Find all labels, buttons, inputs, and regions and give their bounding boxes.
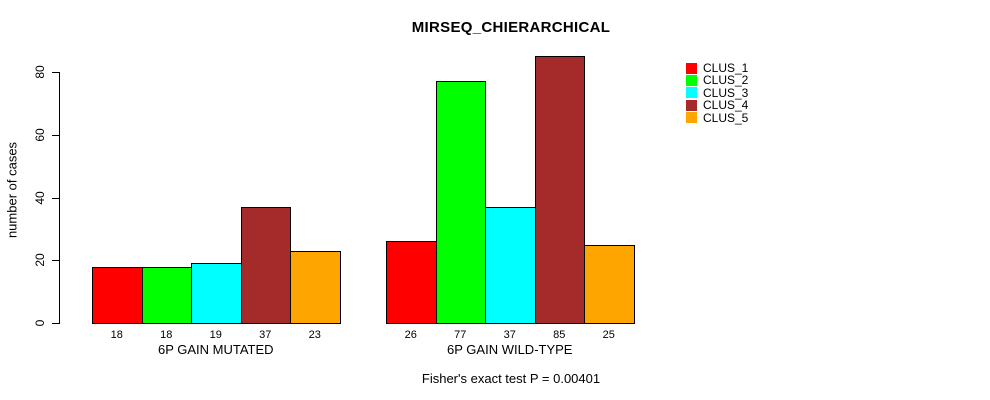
- bar-clus_4-group1: [240, 206, 291, 324]
- legend-label: CLUS_5: [703, 110, 749, 125]
- legend-label: CLUS_2: [703, 73, 749, 88]
- bar-clus_5-group2: [584, 244, 635, 324]
- legend-item-clus_2: CLUS_2: [686, 74, 748, 86]
- legend-swatch-clus_1: [686, 62, 697, 74]
- y-axis-tick-label: 20: [33, 253, 47, 267]
- x-axis-group-label: 6P GAIN WILD-TYPE: [447, 342, 573, 357]
- y-axis-tick: [52, 134, 59, 136]
- y-axis-tick-label: 60: [33, 128, 47, 142]
- legend-item-clus_5: CLUS_5: [686, 112, 748, 124]
- legend-label: CLUS_3: [703, 85, 749, 100]
- y-axis-tick-label: 40: [33, 190, 47, 205]
- bar-clus_3-group1: [191, 263, 242, 324]
- legend-item-clus_1: CLUS_1: [686, 62, 748, 74]
- bar-clus_1-group1: [92, 266, 143, 324]
- bar-clus_4-group2: [534, 56, 585, 324]
- y-axis-line: [59, 72, 60, 324]
- y-axis-label: number of cases: [4, 141, 20, 239]
- bar-value-label: 18: [160, 329, 173, 341]
- legend-label: CLUS_4: [703, 98, 749, 113]
- y-axis-tick: [52, 72, 59, 73]
- y-axis-tick-label: 80: [33, 65, 47, 79]
- footnote-text: Fisher's exact test P = 0.00401: [421, 371, 601, 386]
- x-axis-group-label: 6P GAIN MUTATED: [157, 342, 274, 357]
- legend-swatch-clus_4: [686, 99, 697, 111]
- bar-value-label: 37: [503, 329, 516, 341]
- legend-swatch-clus_2: [686, 74, 697, 86]
- legend-swatch-clus_5: [686, 112, 697, 124]
- bar-clus_2-group2: [435, 81, 486, 324]
- legend-label: CLUS_1: [703, 61, 749, 75]
- bar-clus_3-group2: [485, 206, 536, 324]
- bar-clus_2-group1: [141, 266, 192, 324]
- legend-item-clus_3: CLUS_3: [686, 87, 748, 99]
- bar-value-label: 85: [553, 329, 566, 341]
- bar-value-label: 18: [110, 329, 123, 341]
- legend-swatch-clus_3: [686, 87, 697, 99]
- bar-value-label: 19: [209, 329, 222, 341]
- bar-value-label: 23: [308, 329, 321, 341]
- bar-value-label: 37: [259, 329, 272, 341]
- bar-value-label: 25: [602, 329, 615, 341]
- chart-title: MIRSEQ_CHIERARCHICAL: [411, 19, 611, 36]
- y-axis-tick: [52, 323, 59, 324]
- legend-item-clus_4: CLUS_4: [686, 99, 748, 111]
- y-axis-tick: [52, 197, 59, 199]
- bar-clus_5-group1: [290, 250, 341, 324]
- bar-value-label: 26: [404, 329, 417, 341]
- bar-value-label: 77: [454, 329, 467, 341]
- y-axis-tick-label: 0: [33, 319, 47, 327]
- bar-clus_1-group2: [386, 241, 437, 324]
- y-axis-tick: [52, 260, 59, 262]
